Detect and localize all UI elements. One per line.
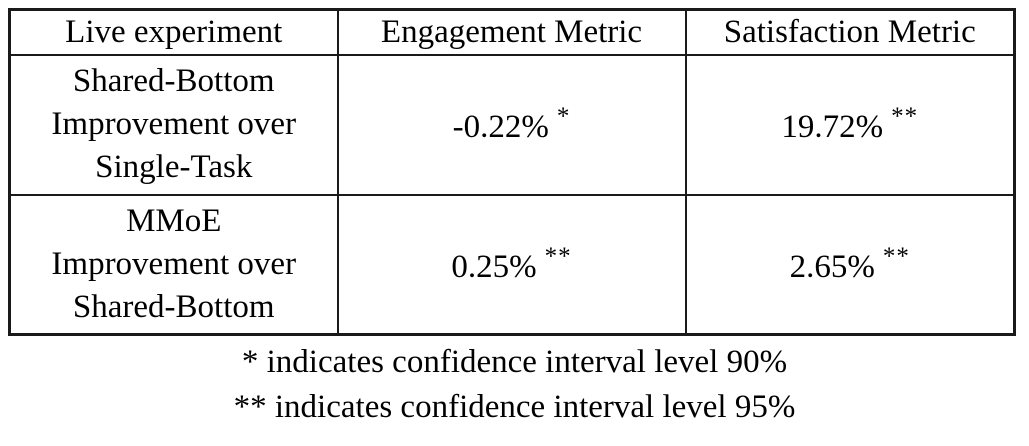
engagement-metric-cell: 0.25% ** bbox=[336, 193, 687, 336]
experiment-name-line: Shared-Bottom bbox=[72, 63, 275, 99]
table-row-shared-bottom-vs-single-task: Shared-Bottom Improvement over Single-Ta… bbox=[8, 53, 1016, 196]
table-header-row: Live experiment Engagement Metric Satisf… bbox=[8, 8, 1016, 56]
footnote-confidence-95: ** indicates confidence interval level 9… bbox=[233, 389, 796, 425]
table-footnotes: * indicates confidence interval level 90… bbox=[0, 340, 1029, 430]
engagement-metric-value: 0.25% bbox=[451, 248, 537, 285]
column-header-engagement-metric: Engagement Metric bbox=[336, 8, 687, 56]
satisfaction-metric-cell: 2.65% ** bbox=[684, 193, 1016, 336]
live-experiment-results-table: Live experiment Engagement Metric Satisf… bbox=[8, 8, 1016, 336]
engagement-metric-value: -0.22% bbox=[452, 109, 549, 145]
significance-marker: ** bbox=[891, 103, 919, 130]
column-header-satisfaction-metric: Satisfaction Metric bbox=[684, 8, 1016, 56]
satisfaction-metric-cell: 19.72% ** bbox=[684, 53, 1016, 196]
significance-marker: ** bbox=[544, 242, 572, 270]
experiment-name-line: Improvement over bbox=[51, 245, 297, 282]
footnote-confidence-90: * indicates confidence interval level 90… bbox=[241, 344, 788, 380]
column-header-live-experiment: Live experiment bbox=[8, 8, 339, 56]
experiment-name-line: Improvement over bbox=[51, 106, 297, 142]
experiment-name-cell: MMoE Improvement over Shared-Bottom bbox=[8, 193, 339, 336]
significance-marker: ** bbox=[882, 242, 910, 270]
satisfaction-metric-value: 2.65% bbox=[789, 248, 875, 285]
table-row-mmoe-vs-shared-bottom: MMoE Improvement over Shared-Bottom 0.25… bbox=[8, 193, 1016, 336]
engagement-metric-cell: -0.22% * bbox=[336, 53, 687, 196]
satisfaction-metric-value: 19.72% bbox=[781, 109, 884, 145]
experiment-name-line: Shared-Bottom bbox=[72, 288, 275, 325]
experiment-name-line: Single-Task bbox=[95, 149, 253, 185]
experiment-name-line: MMoE bbox=[126, 202, 222, 239]
experiment-name-cell: Shared-Bottom Improvement over Single-Ta… bbox=[8, 53, 339, 196]
significance-marker: * bbox=[556, 103, 571, 130]
